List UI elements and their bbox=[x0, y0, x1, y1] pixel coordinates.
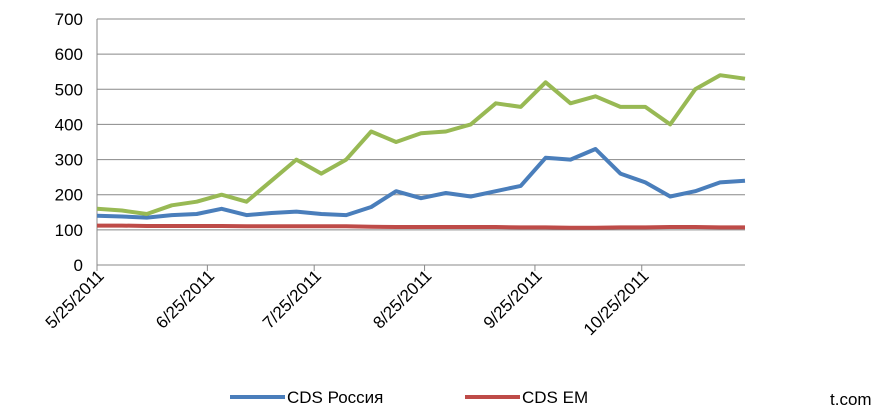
x-tick-label: 6/25/2011 bbox=[152, 266, 218, 332]
series-line bbox=[96, 147, 746, 220]
x-tick-label: 7/25/2011 bbox=[259, 266, 325, 332]
legend-label: CDS Россия bbox=[287, 388, 383, 407]
y-tick-label: 700 bbox=[55, 10, 83, 29]
x-tick-label: 5/25/2011 bbox=[42, 266, 108, 332]
y-tick-label: 600 bbox=[55, 45, 83, 64]
y-tick-label: 100 bbox=[55, 221, 83, 240]
y-tick-label: 200 bbox=[55, 186, 83, 205]
x-tick-label: 9/25/2011 bbox=[480, 266, 546, 332]
series-line bbox=[97, 223, 745, 230]
x-tick-label: 8/25/2011 bbox=[369, 266, 435, 332]
y-tick-label: 400 bbox=[55, 115, 83, 134]
annotation: t.com bbox=[830, 390, 872, 409]
x-tick-label: 10/25/2011 bbox=[580, 266, 653, 339]
y-tick-label: 500 bbox=[55, 80, 83, 99]
legend-label: CDS EM bbox=[522, 388, 588, 407]
y-tick-label: 300 bbox=[55, 151, 83, 170]
y-tick-label: 0 bbox=[74, 256, 83, 275]
series-line bbox=[96, 73, 746, 216]
